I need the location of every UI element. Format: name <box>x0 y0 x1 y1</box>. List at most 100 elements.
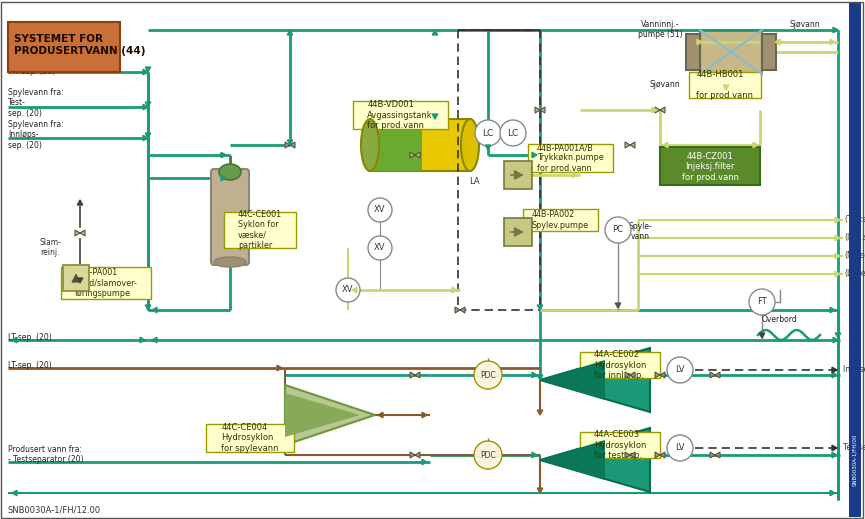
Polygon shape <box>75 230 85 236</box>
Text: 44C-PA001
Sand/slamover-
føringspumpe: 44C-PA001 Sand/slamover- føringspumpe <box>74 268 138 298</box>
Text: Produsert vann fra:
- Testseparator (20): Produsert vann fra: - Testseparator (20) <box>8 445 84 465</box>
Polygon shape <box>540 440 605 480</box>
Text: 44B-HB001

for prod.vann: 44B-HB001 for prod.vann <box>696 70 753 100</box>
Circle shape <box>336 278 360 302</box>
FancyBboxPatch shape <box>353 101 447 129</box>
Text: LA: LA <box>469 177 479 186</box>
Polygon shape <box>663 142 668 148</box>
Polygon shape <box>833 28 838 33</box>
FancyBboxPatch shape <box>522 209 598 231</box>
Text: PDC: PDC <box>480 371 496 379</box>
FancyBboxPatch shape <box>580 352 660 378</box>
Text: 44B-PA002
Spylev.pumpe: 44B-PA002 Spylev.pumpe <box>531 210 588 230</box>
Polygon shape <box>532 152 537 158</box>
Polygon shape <box>285 393 360 437</box>
Text: PC: PC <box>612 225 624 235</box>
Circle shape <box>605 217 631 243</box>
Polygon shape <box>625 452 635 458</box>
Polygon shape <box>532 452 537 458</box>
Text: Spylevann fra:
Innløps-
sep. (20): Spylevann fra: Innløps- sep. (20) <box>8 120 64 150</box>
Ellipse shape <box>461 119 479 171</box>
Circle shape <box>500 120 526 146</box>
Polygon shape <box>540 428 650 492</box>
Polygon shape <box>615 303 621 308</box>
Polygon shape <box>835 271 840 277</box>
Polygon shape <box>422 412 427 418</box>
Polygon shape <box>145 133 151 138</box>
FancyBboxPatch shape <box>580 432 660 458</box>
Polygon shape <box>285 142 295 148</box>
FancyBboxPatch shape <box>504 218 532 246</box>
Polygon shape <box>540 360 605 400</box>
Polygon shape <box>723 85 728 90</box>
Polygon shape <box>625 372 635 378</box>
Circle shape <box>667 435 693 461</box>
Polygon shape <box>152 337 157 343</box>
Text: Vanninnj.-
pumpe (51): Vanninnj.- pumpe (51) <box>638 20 682 39</box>
Polygon shape <box>410 452 420 458</box>
Polygon shape <box>710 372 720 378</box>
Text: Sjøvann: Sjøvann <box>790 20 821 29</box>
FancyBboxPatch shape <box>762 34 776 70</box>
Polygon shape <box>655 107 665 113</box>
Polygon shape <box>221 175 226 181</box>
Text: XV: XV <box>375 206 386 214</box>
FancyBboxPatch shape <box>206 424 294 452</box>
Circle shape <box>368 198 392 222</box>
Text: LT-sep. (20): LT-sep. (20) <box>8 333 52 342</box>
Polygon shape <box>652 107 657 113</box>
Polygon shape <box>143 135 148 141</box>
Polygon shape <box>572 172 577 177</box>
Polygon shape <box>832 372 837 378</box>
Text: HT-1: HT-1 <box>426 103 445 113</box>
Text: SNB0030A-1/FH/00: SNB0030A-1/FH/00 <box>853 434 857 486</box>
Text: XV: XV <box>375 243 386 253</box>
Text: Sjøvann: Sjøvann <box>650 80 680 89</box>
Polygon shape <box>410 372 420 378</box>
Polygon shape <box>532 372 537 378</box>
Ellipse shape <box>361 119 379 171</box>
FancyBboxPatch shape <box>686 34 700 70</box>
Text: 44A-CE003
Hydrosyklon
for testsep.: 44A-CE003 Hydrosyklon for testsep. <box>593 430 646 460</box>
Polygon shape <box>422 459 427 465</box>
Polygon shape <box>836 333 841 338</box>
Polygon shape <box>285 385 375 445</box>
Polygon shape <box>753 142 758 148</box>
Polygon shape <box>835 217 840 223</box>
Polygon shape <box>655 452 665 458</box>
Polygon shape <box>432 30 438 35</box>
Polygon shape <box>410 152 420 158</box>
Text: Spyle-
vann: Spyle- vann <box>628 222 652 241</box>
Polygon shape <box>625 142 635 148</box>
Ellipse shape <box>219 164 241 180</box>
Polygon shape <box>515 228 522 236</box>
Text: (MT-sep.): (MT-sep.) <box>844 252 865 261</box>
Text: Spylevann fra:
MT-sep. (20): Spylevann fra: MT-sep. (20) <box>8 57 64 76</box>
FancyBboxPatch shape <box>61 267 151 299</box>
Text: Spylevann fra:
Test-
sep. (20): Spylevann fra: Test- sep. (20) <box>8 88 64 118</box>
Circle shape <box>474 441 502 469</box>
Polygon shape <box>143 104 148 110</box>
Text: SYSTEMET FOR
PRODUSERTVANN (44): SYSTEMET FOR PRODUSERTVANN (44) <box>14 34 145 56</box>
Polygon shape <box>537 488 542 493</box>
Text: Testsep. (20): Testsep. (20) <box>843 444 865 453</box>
Text: Slam-
reinj.: Slam- reinj. <box>39 238 61 257</box>
Polygon shape <box>832 367 837 373</box>
Polygon shape <box>378 412 383 418</box>
Polygon shape <box>835 235 840 241</box>
Polygon shape <box>697 39 702 45</box>
FancyBboxPatch shape <box>528 144 612 172</box>
Circle shape <box>474 361 502 389</box>
Polygon shape <box>537 305 542 310</box>
FancyBboxPatch shape <box>689 72 761 98</box>
Polygon shape <box>152 307 157 313</box>
FancyBboxPatch shape <box>700 30 762 74</box>
FancyBboxPatch shape <box>370 119 422 171</box>
Ellipse shape <box>214 257 246 267</box>
Polygon shape <box>535 107 545 113</box>
Circle shape <box>749 289 775 315</box>
Text: FT: FT <box>757 297 767 307</box>
FancyBboxPatch shape <box>504 161 532 189</box>
Text: 44A-CE002
Hydrosyklon
for innl.sep.: 44A-CE002 Hydrosyklon for innl.sep. <box>593 350 646 380</box>
FancyBboxPatch shape <box>211 169 249 265</box>
